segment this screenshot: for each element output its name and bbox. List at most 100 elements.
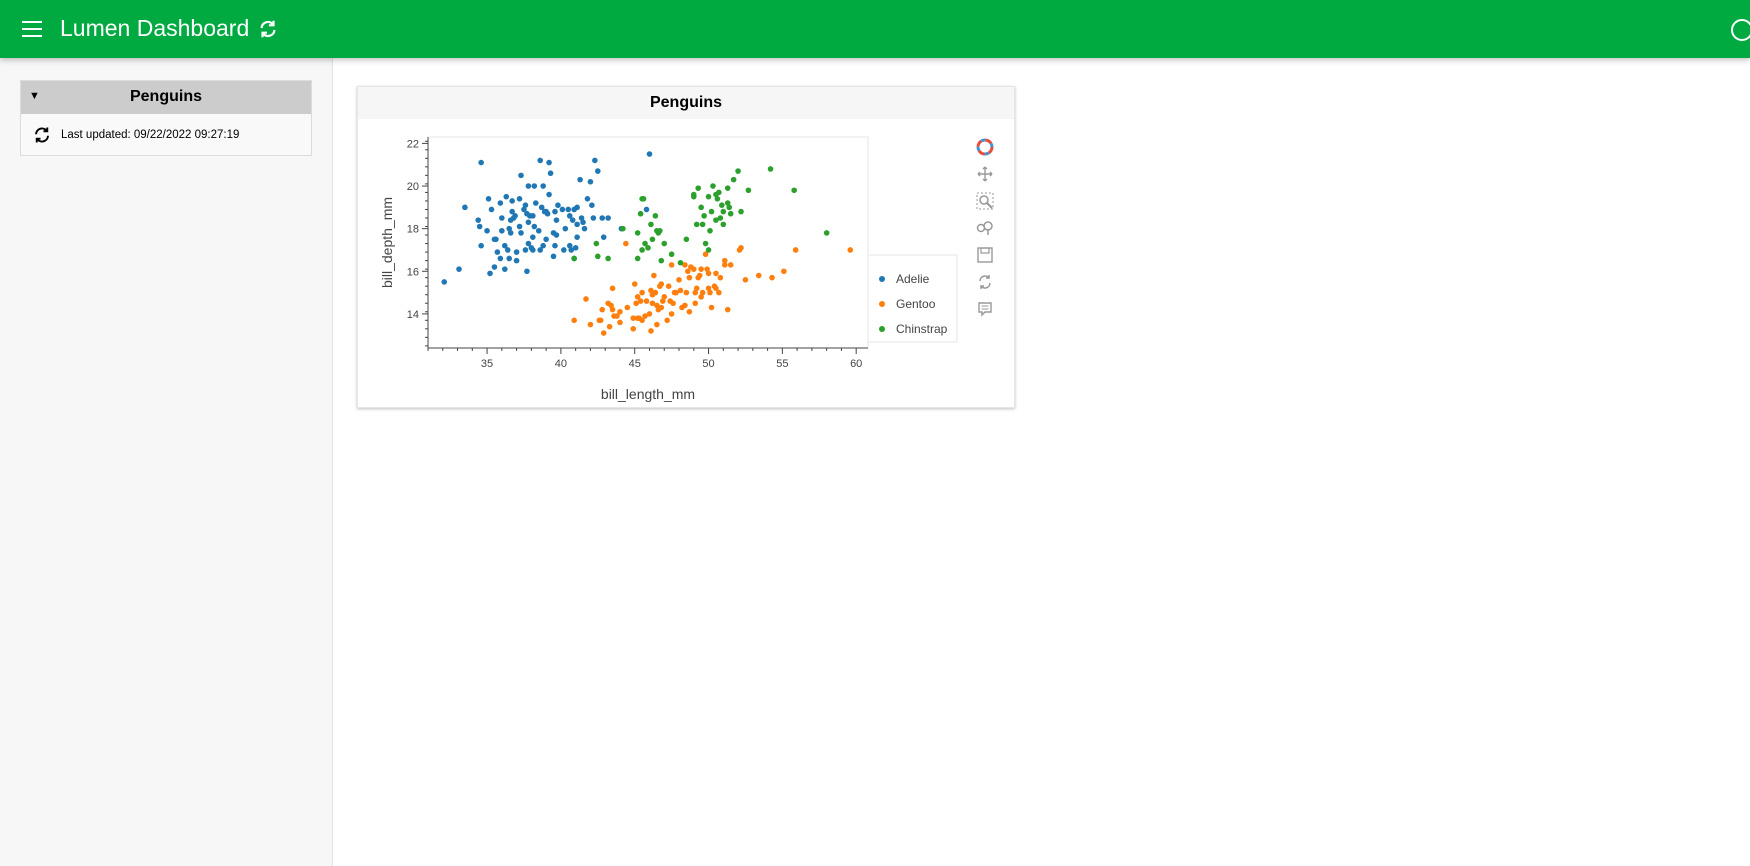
reset-icon[interactable]: [975, 272, 995, 292]
scatter-plot[interactable]: 35 40 45 50 55 60 14 16 18 20 22 bill_length_mm bill…: [358, 119, 968, 407]
hover-icon[interactable]: [975, 299, 995, 319]
data-point-chinstrap: [791, 187, 797, 194]
data-point-adelie: [478, 242, 484, 249]
data-point-gentoo: [699, 289, 706, 296]
data-point-adelie: [562, 225, 569, 232]
data-point-gentoo: [639, 289, 645, 296]
data-point-chinstrap: [693, 221, 700, 228]
data-point-adelie: [584, 196, 591, 202]
data-point-gentoo: [617, 308, 623, 315]
data-point-adelie: [530, 234, 536, 240]
data-point-adelie: [491, 264, 498, 270]
data-point-chinstrap: [637, 210, 644, 217]
data-point-chinstrap: [645, 245, 651, 251]
data-point-adelie: [577, 176, 583, 183]
data-point-gentoo: [673, 289, 679, 296]
y-axis-label: bill_depth_mm: [379, 197, 395, 288]
x-tick-label-45: 45: [629, 358, 641, 370]
data-point-chinstrap: [683, 236, 690, 243]
data-point-gentoo: [599, 306, 606, 313]
app-title: Lumen Dashboard: [60, 15, 250, 41]
data-point-chinstrap: [713, 191, 719, 198]
data-point-adelie: [574, 221, 580, 228]
data-point-adelie: [646, 151, 653, 157]
save-icon[interactable]: [975, 245, 995, 265]
plot-title: Penguins: [358, 87, 1014, 119]
hamburger-icon[interactable]: [22, 21, 42, 37]
collapse-triangle-icon[interactable]: ▼: [29, 90, 40, 102]
data-point-adelie: [501, 242, 508, 249]
data-point-adelie: [521, 206, 527, 213]
data-point-chinstrap: [730, 176, 737, 183]
data-point-adelie: [552, 208, 558, 215]
card-header[interactable]: ▼ Penguins: [21, 81, 311, 114]
data-point-gentoo: [769, 274, 775, 281]
bokeh-logo-icon[interactable]: [975, 137, 995, 157]
data-point-adelie: [522, 202, 529, 209]
data-point-gentoo: [624, 304, 631, 311]
data-point-gentoo: [683, 289, 690, 296]
data-point-adelie: [572, 245, 579, 251]
plot-frame: [427, 136, 869, 349]
data-point-adelie: [518, 230, 524, 236]
data-point-gentoo: [646, 311, 653, 317]
data-point-gentoo: [847, 247, 854, 253]
data-point-adelie: [513, 257, 520, 264]
data-point-chinstrap: [714, 196, 721, 202]
data-point-gentoo: [724, 306, 731, 313]
data-point-chinstrap: [690, 191, 697, 198]
data-point-gentoo: [609, 285, 616, 292]
main-area: Penguins 35 40 45 50 55 60 14 16 18 20 22 bill_leng…: [334, 58, 1750, 866]
data-point-gentoo: [708, 304, 715, 311]
data-point-chinstrap: [705, 247, 712, 253]
data-point-adelie: [507, 230, 514, 236]
data-point-chinstrap: [668, 251, 675, 258]
data-point-gentoo: [597, 317, 604, 324]
series-gentoo: [571, 240, 854, 336]
data-point-chinstrap: [634, 255, 641, 262]
data-point-adelie: [566, 213, 573, 219]
reload-icon[interactable]: [257, 18, 279, 40]
data-point-gentoo: [633, 300, 639, 307]
data-point-chinstrap: [640, 196, 647, 202]
data-point-adelie: [587, 178, 594, 185]
sidebar: ▼ Penguins Last updated: 09/22/2022 09:2…: [0, 58, 333, 866]
data-point-gentoo: [682, 262, 688, 268]
refresh-icon[interactable]: [33, 126, 51, 144]
data-point-gentoo: [690, 266, 697, 272]
data-point-chinstrap: [735, 168, 741, 174]
pan-icon[interactable]: [975, 164, 995, 184]
data-point-chinstrap: [738, 208, 744, 215]
data-point-chinstrap: [727, 210, 734, 217]
data-point-chinstrap: [677, 259, 684, 266]
last-updated-text: Last updated: 09/22/2022 09:27:19: [61, 129, 240, 141]
data-point-gentoo: [698, 294, 704, 300]
data-point-gentoo: [634, 294, 641, 300]
data-point-chinstrap: [724, 185, 731, 191]
data-point-chinstrap: [767, 166, 774, 172]
data-point-gentoo: [696, 272, 703, 279]
data-point-chinstrap: [698, 204, 704, 211]
plot-card: Penguins 35 40 45 50 55 60 14 16 18 20 22 bill_leng…: [357, 86, 1015, 408]
data-point-adelie: [592, 157, 598, 164]
data-point-gentoo: [727, 262, 734, 268]
data-point-gentoo: [717, 274, 724, 281]
data-point-gentoo: [583, 296, 589, 302]
data-point-chinstrap: [719, 202, 725, 209]
app-header: Lumen Dashboard: [0, 0, 1750, 58]
box-zoom-icon[interactable]: [975, 191, 995, 211]
data-point-adelie: [538, 204, 545, 211]
data-point-adelie: [516, 223, 523, 230]
data-point-chinstrap: [634, 230, 641, 236]
wheel-zoom-icon[interactable]: [975, 218, 995, 238]
data-point-chinstrap: [620, 225, 626, 232]
data-point-adelie: [497, 200, 504, 206]
data-point-chinstrap: [710, 183, 716, 189]
data-point-adelie: [553, 217, 560, 223]
series-chinstrap: [571, 166, 830, 266]
data-point-adelie: [516, 196, 523, 202]
legend-marker-chinstrap: [879, 326, 885, 332]
data-point-adelie: [580, 219, 586, 226]
x-tick-label-35: 35: [481, 358, 493, 370]
data-point-gentoo: [623, 240, 629, 247]
